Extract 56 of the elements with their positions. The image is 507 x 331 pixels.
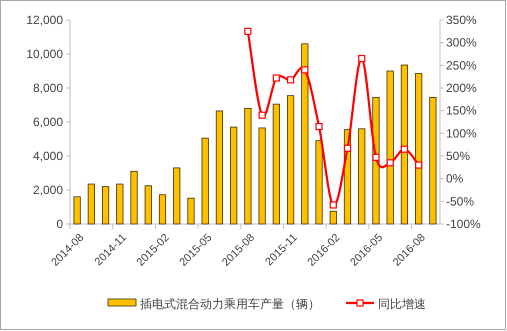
point [315,122,323,130]
bar [258,128,266,224]
point [344,144,352,152]
bar [116,184,124,224]
bar [415,73,422,224]
bar [386,70,394,224]
bar [330,210,337,224]
y-tick-label: 6,000 [32,115,64,129]
y2-tick-label: 0% [446,172,464,186]
y2-tick-label: 100% [446,126,478,140]
point [400,146,408,153]
point [301,66,308,74]
y2-tick-label: 350% [446,13,478,27]
bar [102,186,110,224]
point [358,54,366,62]
bar [272,104,280,224]
bar [144,185,152,224]
bar [202,138,209,224]
legend-label: 插电式混合动力乘用车产量（辆） [140,297,320,311]
point [272,74,280,82]
y2-tick-label: 50% [446,149,470,163]
point [386,159,394,166]
point [330,201,337,209]
bar [88,184,95,224]
y2-tick-label: -100% [446,217,482,231]
legend-label: 同比增速 [378,297,426,311]
bar [358,128,366,224]
y-tick-label: 12,000 [26,13,64,27]
y-tick-label: 4,000 [32,149,64,163]
bar [216,110,224,224]
bar [429,96,436,224]
point [258,112,266,119]
y2-tick-label: 300% [446,36,478,50]
point [372,154,380,161]
bar [244,108,252,224]
bar [286,95,294,224]
bar [301,43,308,224]
point [286,76,294,84]
y2-tick-label: -50% [446,194,474,208]
bar [400,64,408,224]
bar [74,196,81,224]
y2-tick-label: 200% [446,81,478,95]
y2-tick-label: 150% [446,104,478,118]
point [244,28,252,35]
bar [173,168,180,224]
y-tick-label: 8,000 [32,81,64,95]
y-tick-label: 2,000 [32,183,64,197]
bar [230,126,238,224]
point [415,161,422,169]
y-tick-label: 10,000 [26,47,64,61]
bar [130,170,138,224]
y2-tick-label: 250% [446,58,478,72]
bar [158,194,166,224]
bar [187,198,195,224]
y-tick-label: 0 [56,217,64,231]
bar [315,140,323,224]
